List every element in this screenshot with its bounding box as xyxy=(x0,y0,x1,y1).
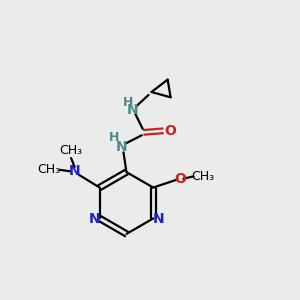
Text: O: O xyxy=(164,124,176,138)
Text: N: N xyxy=(88,212,100,226)
Text: N: N xyxy=(153,212,164,226)
Text: CH₃: CH₃ xyxy=(192,170,215,183)
Text: H: H xyxy=(109,131,119,144)
Text: N: N xyxy=(116,140,128,154)
Text: CH₃: CH₃ xyxy=(38,164,61,176)
Text: H: H xyxy=(123,95,133,109)
Text: N: N xyxy=(69,164,80,178)
Text: CH₃: CH₃ xyxy=(59,144,83,157)
Text: N: N xyxy=(127,103,138,117)
Text: O: O xyxy=(174,172,186,186)
